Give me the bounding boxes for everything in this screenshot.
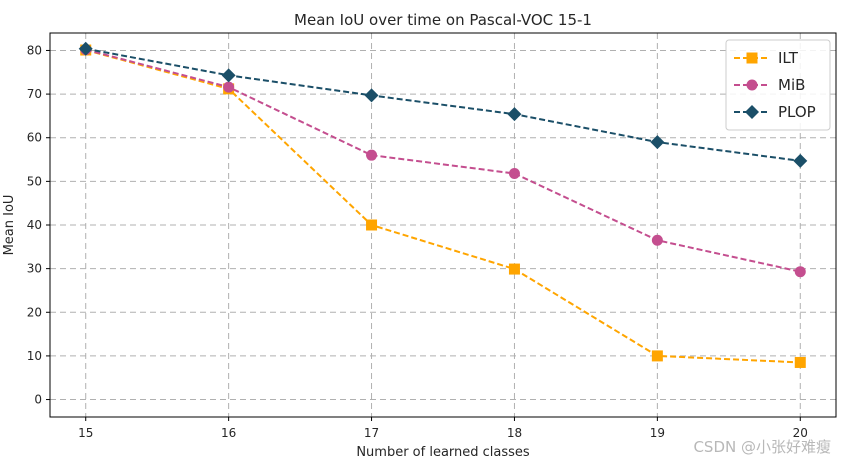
x-tick-label: 15: [78, 426, 93, 440]
mib-point: [366, 149, 378, 161]
plop-line: [85, 47, 801, 162]
y-tick-label: 20: [27, 305, 42, 319]
series-layer: [78, 41, 808, 368]
legend-label: ILT: [778, 49, 799, 67]
plop-point: [221, 68, 236, 83]
legend-label: MiB: [778, 76, 805, 94]
x-tick-label: 17: [364, 426, 379, 440]
legend-marker: [746, 79, 758, 91]
y-axis-label: Mean IoU: [2, 195, 17, 256]
y-tick-label: 80: [27, 43, 42, 57]
legend-marker: [746, 52, 758, 64]
series-mib: [80, 44, 806, 278]
y-tick-label: 60: [27, 131, 42, 145]
legend-item-plop: PLOP: [734, 103, 816, 121]
mib-point: [794, 266, 806, 278]
plop-point: [78, 41, 93, 56]
x-tick-label: 20: [793, 426, 808, 440]
x-tick-label: 16: [221, 426, 236, 440]
x-tick-label: 19: [650, 426, 665, 440]
plop-point: [793, 153, 808, 168]
y-tick-label: 10: [27, 349, 42, 363]
y-tick-label: 40: [27, 218, 42, 232]
mib-point: [508, 168, 520, 180]
legend-marker: [745, 105, 759, 119]
legend: ILT MiB PLOP: [725, 39, 831, 131]
mib-point: [651, 234, 663, 246]
ilt-point: [366, 219, 378, 231]
plop-point: [650, 135, 665, 150]
legend-item-mib: MiB: [734, 76, 805, 94]
plop-point: [364, 88, 379, 103]
y-axis: 0 10 20 30 40 50 60 70 80: [27, 43, 50, 407]
legend-item-ilt: ILT: [734, 49, 799, 67]
mib-point: [223, 81, 235, 93]
x-axis: 15 16 17 18 19 20: [78, 417, 808, 440]
mib-line: [85, 48, 801, 273]
y-tick-label: 70: [27, 87, 42, 101]
y-tick-label: 0: [34, 393, 42, 407]
ilt-line: [85, 49, 801, 364]
x-tick-label: 18: [507, 426, 522, 440]
plop-point: [507, 107, 522, 122]
legend-label: PLOP: [778, 103, 816, 121]
y-tick-label: 50: [27, 174, 42, 188]
ilt-point: [651, 350, 663, 362]
series-ilt: [80, 44, 806, 368]
x-axis-label: Number of learned classes: [356, 445, 530, 460]
series-plop: [78, 41, 808, 168]
ilt-point: [508, 263, 520, 275]
watermark: CSDN @小张好难瘦: [693, 438, 831, 456]
ilt-point: [794, 356, 806, 368]
y-tick-label: 30: [27, 262, 42, 276]
chart-title: Mean IoU over time on Pascal-VOC 15-1: [294, 11, 592, 29]
